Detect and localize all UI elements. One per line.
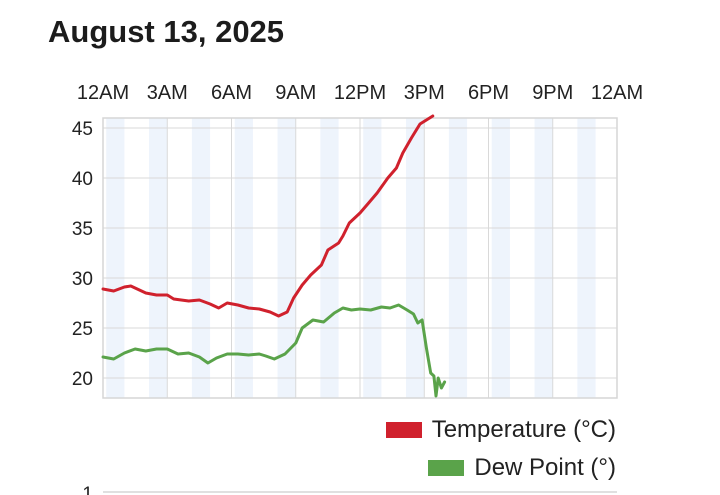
- plot-border: [102, 117, 618, 399]
- y-tick-label: 35: [72, 219, 93, 240]
- y-tick-label: 25: [72, 319, 93, 340]
- legend-label: Temperature (°C): [431, 416, 616, 443]
- legend-item-temperature[interactable]: Temperature (°C): [385, 411, 616, 449]
- x-tick-label: 6AM: [211, 82, 252, 104]
- y-tick-label: 45: [72, 119, 93, 140]
- next-chart-y-tick-label: 1: [82, 484, 93, 495]
- hour-band: [363, 118, 382, 398]
- page-title: August 13, 2025: [48, 14, 285, 49]
- legend-item-dewpoint[interactable]: Dew Point (°): [386, 449, 616, 487]
- x-tick-label: 9PM: [532, 82, 573, 104]
- y-tick-label: 30: [72, 269, 93, 290]
- legend-swatch: [428, 460, 465, 476]
- y-tick-label: 20: [72, 369, 93, 390]
- hour-band: [406, 118, 425, 398]
- chart-legend: Temperature (°C) Dew Point (°): [385, 411, 616, 487]
- dewpoint-line: [101, 303, 447, 398]
- y-tick-label: 40: [72, 169, 93, 190]
- hour-band: [448, 118, 468, 398]
- temperature-line: [101, 114, 435, 318]
- hour-band: [577, 118, 596, 398]
- x-tick-label: 12AM: [591, 82, 643, 104]
- x-tick-label: 6PM: [468, 82, 509, 104]
- x-tick-label: 3AM: [147, 82, 188, 104]
- x-tick-label: 12AM: [77, 82, 129, 104]
- legend-swatch: [385, 422, 422, 438]
- hour-band: [149, 118, 168, 398]
- x-tick-label: 3PM: [404, 82, 445, 104]
- x-tick-label: 12PM: [334, 82, 386, 104]
- hour-band: [491, 118, 510, 398]
- x-tick-label: 9AM: [275, 82, 316, 104]
- legend-label: Dew Point (°): [474, 454, 616, 481]
- hour-band: [534, 118, 553, 398]
